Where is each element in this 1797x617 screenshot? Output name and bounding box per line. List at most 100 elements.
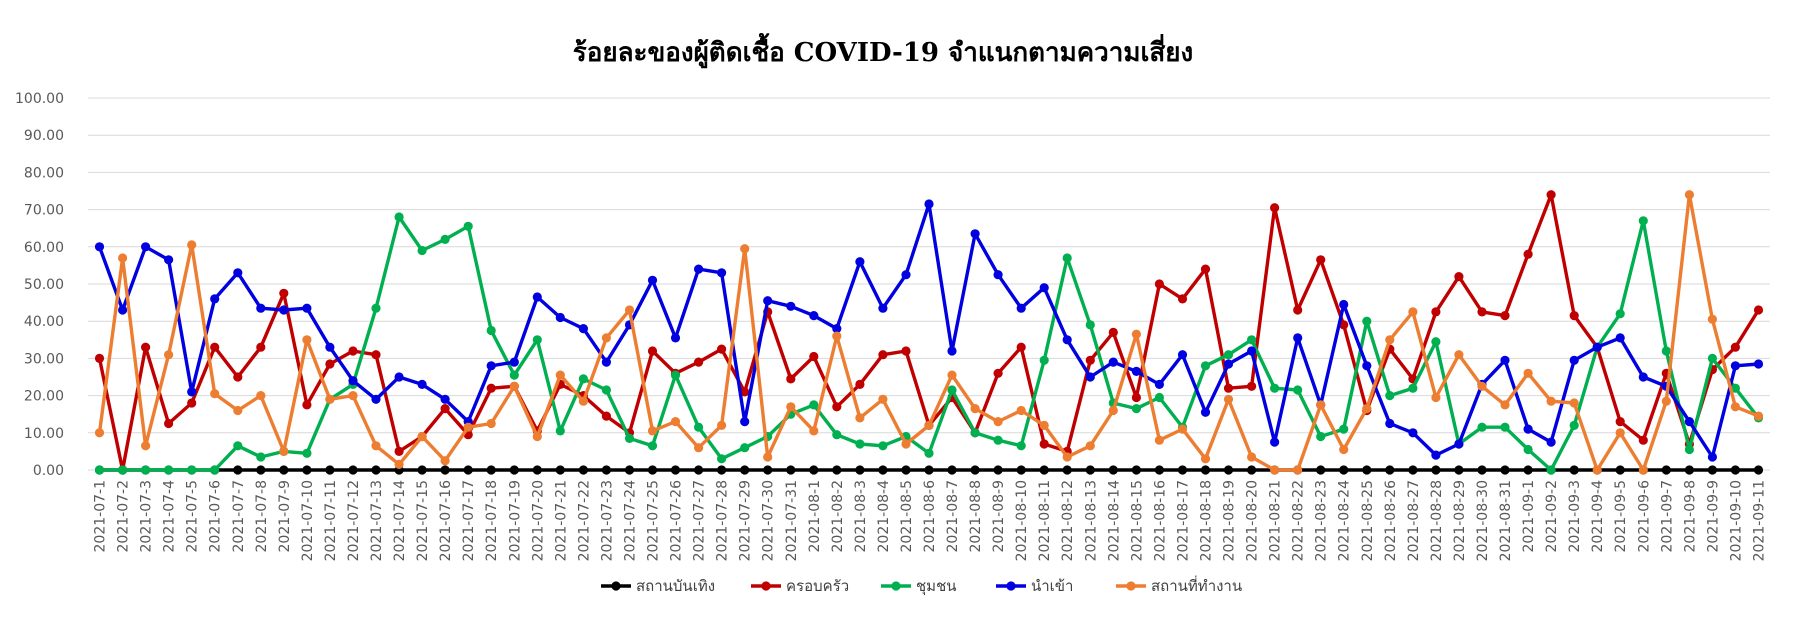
data-point	[1385, 391, 1395, 401]
data-point	[1131, 404, 1141, 414]
data-point	[1431, 392, 1441, 403]
data-point	[1062, 452, 1072, 462]
x-tick-label: 2021-08-21	[1268, 480, 1284, 561]
data-point	[1569, 398, 1579, 408]
data-point	[348, 391, 358, 401]
data-point	[555, 312, 565, 323]
data-point	[763, 296, 773, 306]
x-tick-label: 2021-09-11	[1751, 480, 1767, 561]
data-point	[1039, 420, 1049, 430]
data-point	[624, 465, 635, 475]
data-point	[901, 439, 911, 449]
data-point	[1200, 454, 1211, 464]
data-point	[1661, 346, 1671, 356]
data-point	[187, 387, 197, 397]
x-tick-label: 2021-08-19	[1222, 480, 1238, 561]
data-point	[1108, 327, 1118, 337]
data-point	[325, 359, 335, 369]
legend-item: นำเข้า	[996, 577, 1073, 595]
data-point	[325, 465, 335, 475]
data-point	[1569, 311, 1579, 321]
data-point	[256, 465, 266, 475]
data-point	[855, 439, 865, 449]
y-axis-ticks: 0.00 10.00 20.00 30.00 40.00 50.00 60.00 70.00 8…	[15, 91, 64, 479]
data-point	[164, 255, 174, 265]
data-point	[924, 420, 934, 430]
data-point	[993, 368, 1003, 378]
data-point	[786, 374, 796, 384]
data-point	[717, 420, 727, 430]
data-point	[1270, 203, 1280, 213]
y-tick-label: 90.00	[24, 128, 64, 144]
data-point	[947, 465, 957, 475]
x-tick-label: 2021-08-16	[1152, 480, 1168, 561]
data-point	[1223, 394, 1234, 404]
x-tick-label: 2021-07-31	[784, 480, 800, 561]
data-point	[555, 426, 565, 436]
x-tick-label: 2021-08-30	[1475, 480, 1491, 561]
data-point	[302, 400, 312, 410]
data-point	[970, 465, 980, 475]
data-point	[647, 346, 658, 356]
data-point	[1362, 316, 1372, 326]
data-point	[141, 342, 151, 352]
data-point	[1477, 422, 1487, 432]
data-point	[878, 465, 888, 475]
data-point	[394, 446, 404, 456]
data-point	[855, 413, 865, 423]
data-point	[1569, 420, 1579, 430]
y-tick-label: 50.00	[24, 277, 64, 293]
data-point	[233, 465, 243, 475]
data-point	[394, 459, 404, 469]
data-point	[1684, 465, 1694, 475]
data-point	[717, 344, 727, 354]
x-tick-label: 2021-07-2	[116, 480, 132, 552]
x-tick-label: 2021-07-27	[692, 480, 708, 561]
data-point	[1016, 465, 1026, 475]
data-point	[1016, 441, 1026, 451]
y-tick-label: 80.00	[24, 165, 64, 181]
data-point	[717, 454, 727, 464]
x-tick-label: 2021-08-26	[1383, 480, 1399, 561]
data-point	[256, 303, 266, 313]
data-point	[740, 417, 750, 427]
x-tick-label: 2021-09-10	[1728, 480, 1744, 561]
x-tick-label: 2021-07-30	[761, 480, 777, 561]
data-point	[1730, 342, 1740, 352]
data-point	[1592, 465, 1602, 475]
data-point	[1039, 355, 1049, 365]
x-tick-label: 2021-08-20	[1245, 480, 1261, 561]
data-point	[1408, 465, 1418, 475]
y-tick-label: 70.00	[24, 203, 64, 219]
data-point	[1615, 465, 1625, 475]
x-tick-label: 2021-07-4	[162, 480, 178, 553]
data-point	[417, 245, 427, 256]
data-point	[417, 431, 427, 442]
legend-item: ชุมชน	[881, 577, 957, 596]
x-tick-label: 2021-08-15	[1129, 480, 1145, 561]
data-point	[1477, 307, 1487, 317]
data-point	[1293, 465, 1303, 475]
data-point	[1385, 465, 1395, 475]
x-tick-label: 2021-08-14	[1106, 480, 1122, 561]
data-point	[1684, 444, 1694, 455]
data-point	[740, 387, 750, 397]
data-point	[786, 301, 796, 311]
data-point	[279, 465, 289, 475]
legend: สถานบันเทิง ครอบครัว ชุมชน นำเข้า สถานที่ทำง…	[601, 575, 1242, 596]
data-point	[1500, 311, 1510, 321]
data-point	[1523, 249, 1533, 259]
data-point	[1500, 422, 1510, 432]
data-point	[118, 253, 128, 263]
data-point	[1339, 320, 1349, 330]
data-point	[1108, 357, 1118, 367]
data-point	[878, 441, 888, 451]
legend-item: สถานที่ทำงาน	[1116, 575, 1242, 595]
x-tick-label: 2021-08-31	[1498, 480, 1514, 561]
data-point	[1661, 396, 1671, 406]
data-point	[970, 229, 980, 239]
data-point	[694, 443, 704, 453]
data-point	[717, 465, 727, 475]
data-point	[1385, 335, 1395, 345]
data-point	[763, 452, 773, 462]
